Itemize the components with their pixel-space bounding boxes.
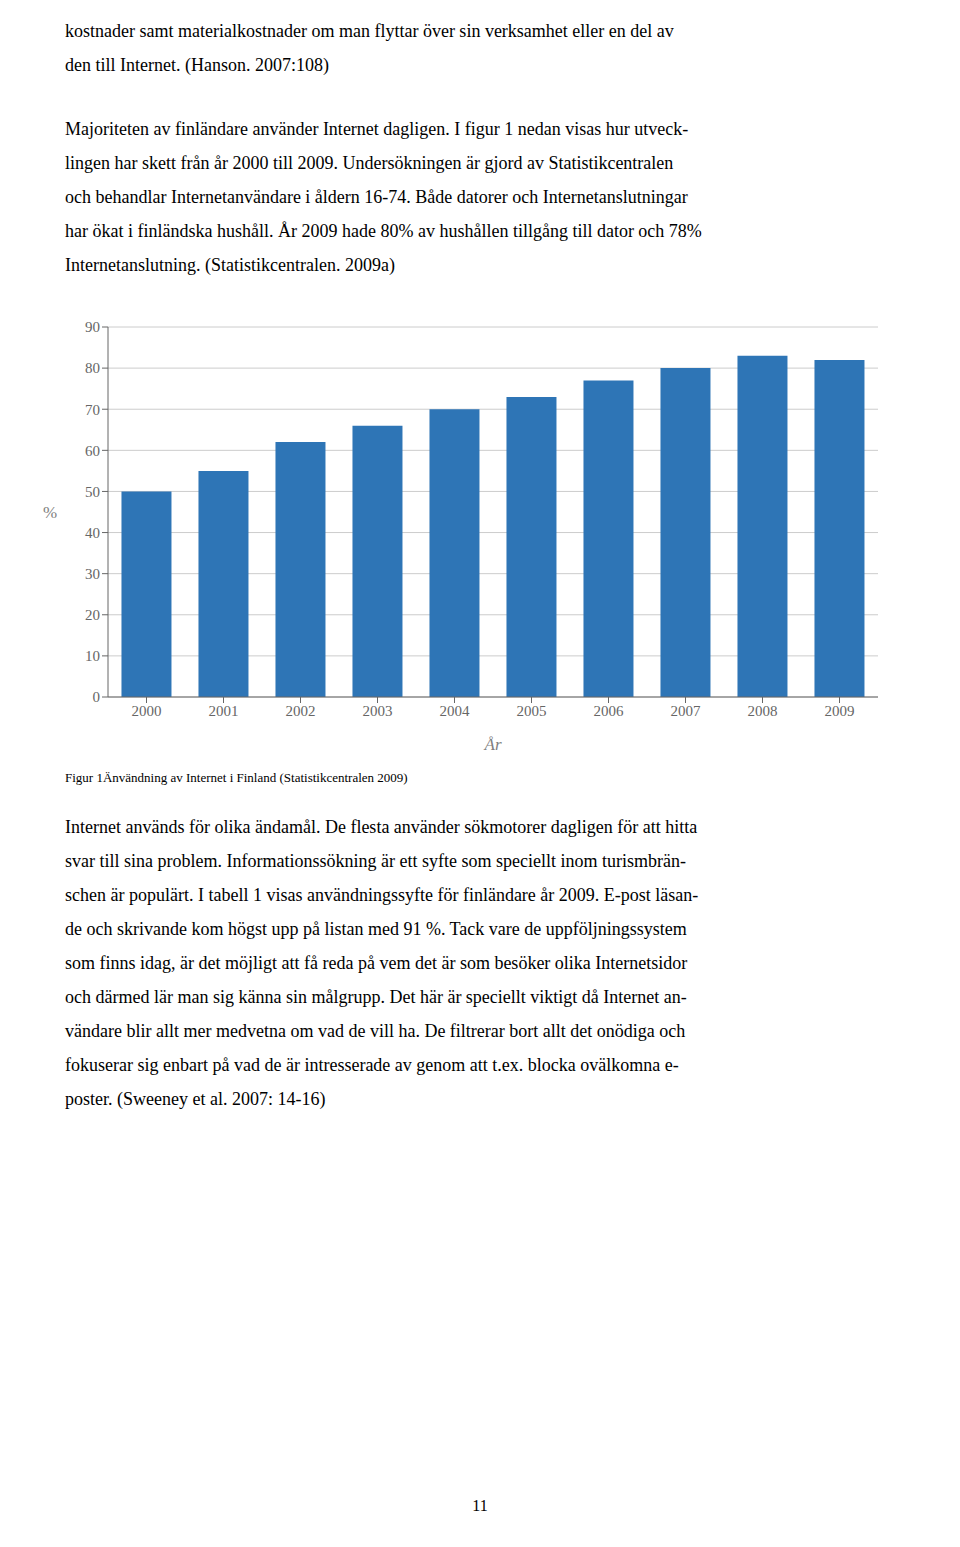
html-text:schen är populärt. I tabell 1: schen är populärt. I tabell 1 visas anvä… <box>65 885 699 905</box>
svg-text:20: 20 <box>85 607 100 623</box>
html-text:de och skrivande kom högst upp: de och skrivande kom högst upp på listan… <box>65 919 687 939</box>
html-text:Majoriteten av finländare anvä: Majoriteten av finländare använder Inter… <box>65 119 689 139</box>
svg-text:0: 0 <box>93 689 101 705</box>
svg-text:30: 30 <box>85 566 100 582</box>
html-text:och därmed lär man sig känna s: och därmed lär man sig känna sin målgrup… <box>65 987 687 1007</box>
html-text:har ökat i finländska hushåll.: har ökat i finländska hushåll. År 2009 h… <box>65 221 702 241</box>
html-text:den till Internet. (Hanson. 20: den till Internet. (Hanson. 2007:108) <box>65 55 329 75</box>
svg-text:2008: 2008 <box>748 703 778 719</box>
html-text:poster. (Sweeney et al. 2007:: poster. (Sweeney et al. 2007: 14-16) <box>65 1089 326 1109</box>
svg-text:90: 90 <box>85 319 100 335</box>
html-text:svar till sina problem. Inform: svar till sina problem. Informationssökn… <box>65 851 686 871</box>
html-text:fokuserar sig enbart på vad de: fokuserar sig enbart på vad de är intres… <box>65 1055 679 1075</box>
svg-text:2003: 2003 <box>363 703 393 719</box>
svg-text:%: % <box>43 503 57 522</box>
svg-text:2004: 2004 <box>440 703 471 719</box>
svg-text:2001: 2001 <box>209 703 239 719</box>
svg-text:40: 40 <box>85 525 100 541</box>
html-text:kostnader samt materialkostnad: kostnader samt materialkostnader om man … <box>65 21 674 41</box>
svg-text:2000: 2000 <box>132 703 162 719</box>
svg-text:60: 60 <box>85 443 100 459</box>
svg-text:10: 10 <box>85 648 100 664</box>
svg-text:2002: 2002 <box>286 703 316 719</box>
html-text:Internet används för olika änd: Internet används för olika ändamål. De f… <box>65 817 698 837</box>
svg-text:2006: 2006 <box>594 703 625 719</box>
html-text:och behandlar Internetanvändar: och behandlar Internetanvändare i åldern… <box>65 187 688 207</box>
svg-text:2007: 2007 <box>671 703 702 719</box>
svg-text:2005: 2005 <box>517 703 547 719</box>
html-text:11: 11 <box>472 1497 488 1514</box>
svg-text:År: År <box>484 735 502 754</box>
svg-text:50: 50 <box>85 484 100 500</box>
svg-text:2009: 2009 <box>825 703 855 719</box>
html-text:lingen har skett från år 2000: lingen har skett från år 2000 till 2009.… <box>65 153 674 173</box>
svg-text:70: 70 <box>85 402 100 418</box>
html-text:som finns idag, är det möjligt: som finns idag, är det möjligt att få re… <box>65 953 688 973</box>
html-text:Figur 1Änvändning av Internet: Figur 1Änvändning av Internet i Finland … <box>65 770 408 785</box>
svg-text:80: 80 <box>85 360 100 376</box>
html-text:Internetanslutning. (Statistik: Internetanslutning. (Statistikcentralen.… <box>65 255 395 275</box>
html-text:vändare blir allt mer medvetna: vändare blir allt mer medvetna om vad de… <box>65 1021 686 1041</box>
